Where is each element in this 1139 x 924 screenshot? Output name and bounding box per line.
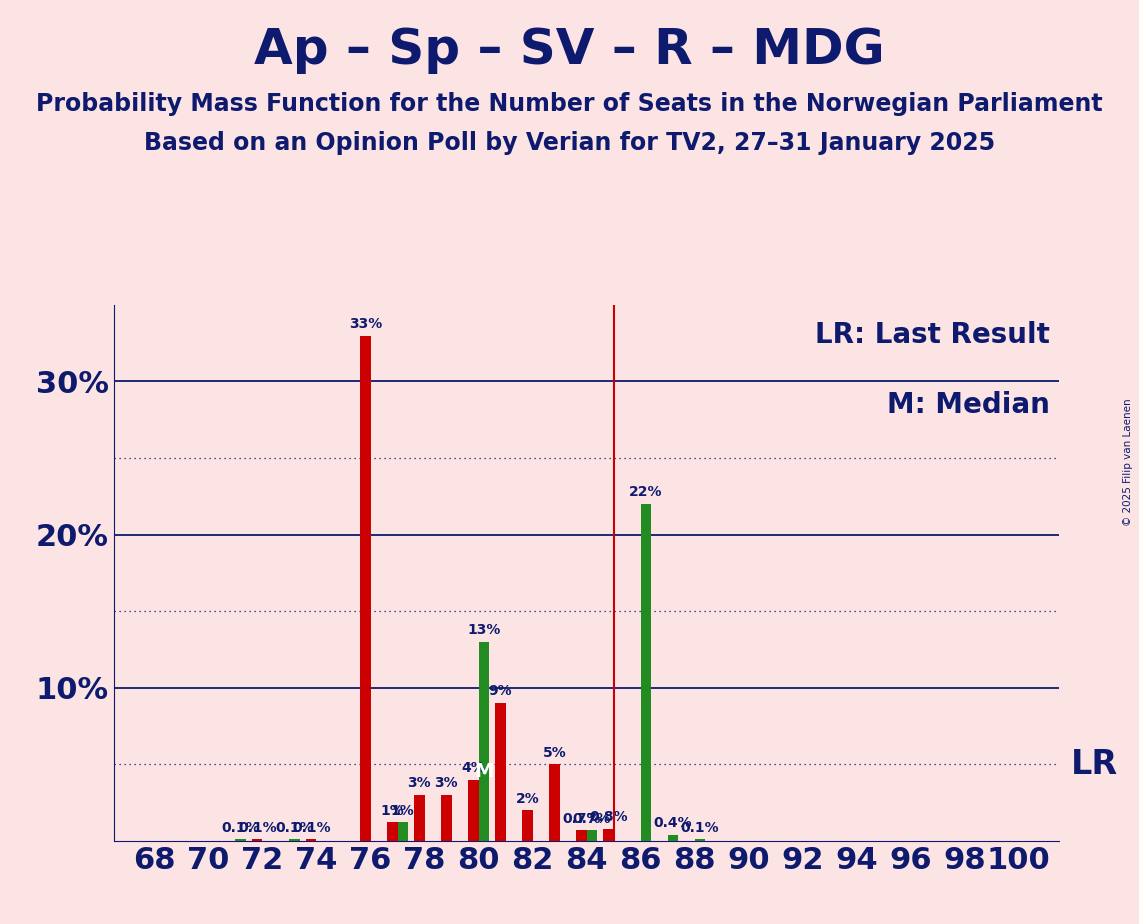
Bar bbox=[306, 839, 317, 841]
Text: 0.7%: 0.7% bbox=[563, 811, 600, 825]
Text: 0.7%: 0.7% bbox=[573, 811, 611, 825]
Bar bbox=[667, 834, 678, 841]
Bar bbox=[695, 839, 705, 841]
Bar bbox=[387, 822, 398, 841]
Text: M: Median: M: Median bbox=[887, 391, 1050, 419]
Bar bbox=[415, 795, 425, 841]
Bar bbox=[252, 839, 262, 841]
Text: 0.1%: 0.1% bbox=[238, 821, 277, 834]
Text: 4%: 4% bbox=[461, 761, 485, 775]
Bar bbox=[587, 830, 597, 841]
Bar bbox=[441, 795, 451, 841]
Bar bbox=[236, 839, 246, 841]
Text: 9%: 9% bbox=[489, 685, 513, 699]
Bar bbox=[495, 703, 506, 841]
Text: 1%: 1% bbox=[391, 804, 415, 818]
Text: 22%: 22% bbox=[629, 485, 663, 499]
Text: 5%: 5% bbox=[542, 746, 566, 760]
Bar bbox=[640, 504, 650, 841]
Text: 0.4%: 0.4% bbox=[654, 816, 693, 830]
Text: 0.8%: 0.8% bbox=[589, 810, 628, 824]
Text: 33%: 33% bbox=[349, 317, 382, 331]
Text: M: M bbox=[474, 761, 493, 781]
Text: Probability Mass Function for the Number of Seats in the Norwegian Parliament: Probability Mass Function for the Number… bbox=[36, 92, 1103, 116]
Text: LR: LR bbox=[1071, 748, 1117, 781]
Bar bbox=[360, 335, 370, 841]
Bar bbox=[468, 780, 478, 841]
Text: 3%: 3% bbox=[435, 776, 458, 790]
Text: 0.1%: 0.1% bbox=[276, 821, 314, 834]
Text: 0.1%: 0.1% bbox=[680, 821, 719, 834]
Text: 13%: 13% bbox=[467, 623, 500, 638]
Bar bbox=[576, 830, 587, 841]
Bar bbox=[549, 764, 559, 841]
Bar bbox=[289, 839, 300, 841]
Text: 0.1%: 0.1% bbox=[292, 821, 330, 834]
Text: © 2025 Filip van Laenen: © 2025 Filip van Laenen bbox=[1123, 398, 1133, 526]
Text: 3%: 3% bbox=[408, 776, 432, 790]
Text: Ap – Sp – SV – R – MDG: Ap – Sp – SV – R – MDG bbox=[254, 26, 885, 74]
Text: 2%: 2% bbox=[516, 792, 539, 806]
Bar bbox=[604, 829, 614, 841]
Text: LR: Last Result: LR: Last Result bbox=[814, 321, 1050, 349]
Text: 1%: 1% bbox=[380, 804, 404, 818]
Bar bbox=[478, 642, 489, 841]
Text: Based on an Opinion Poll by Verian for TV2, 27–31 January 2025: Based on an Opinion Poll by Verian for T… bbox=[144, 131, 995, 155]
Bar bbox=[523, 810, 533, 841]
Bar bbox=[398, 822, 408, 841]
Text: 0.1%: 0.1% bbox=[221, 821, 260, 834]
